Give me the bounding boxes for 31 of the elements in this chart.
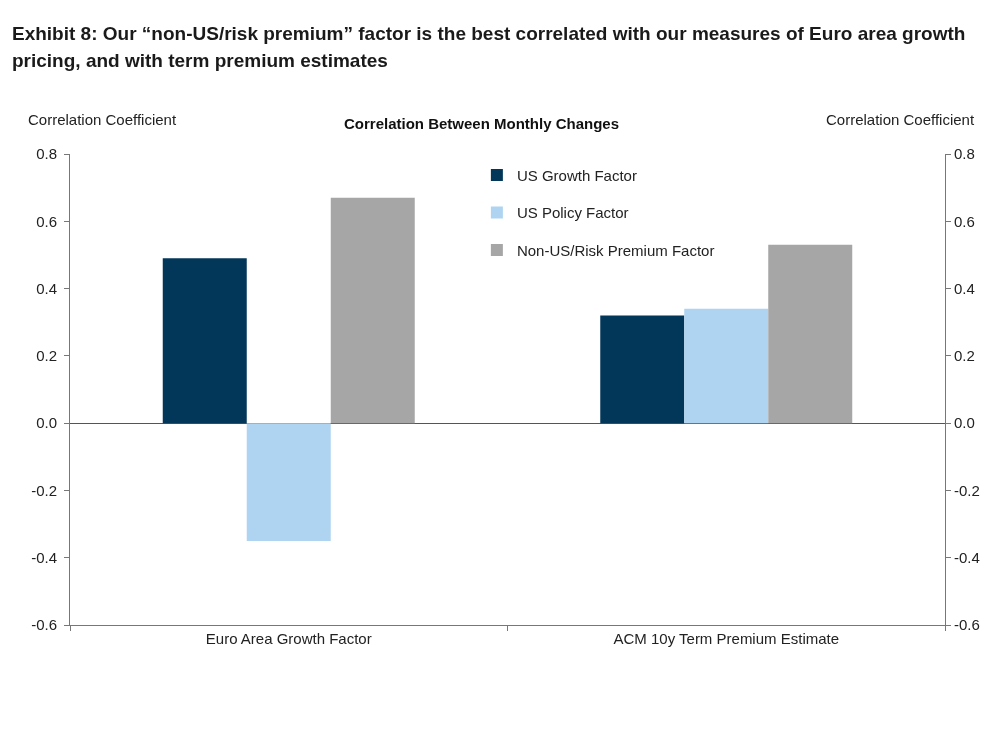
y2-tick-label: 0.8: [954, 145, 975, 163]
y-tick-label: 0.8: [36, 145, 57, 163]
bar: [330, 197, 415, 424]
y2-tick-label: 0.4: [954, 279, 975, 297]
y-axis-title: Correlation Coefficient: [28, 111, 177, 128]
y-tick-label: -0.4: [31, 548, 57, 566]
y2-tick-label: 0.6: [954, 212, 975, 230]
y-tick-label: 0.2: [36, 347, 57, 365]
x-tick-label: ACM 10y Term Premium Estimate: [613, 630, 840, 647]
y2-tick-label: -0.2: [954, 481, 980, 499]
legend-label: US Policy Factor: [516, 204, 629, 222]
y-tick-label: -0.6: [31, 616, 57, 634]
bar: [768, 244, 853, 424]
y2-tick-label: 0.2: [954, 347, 975, 365]
y2-tick-label: -0.6: [954, 616, 980, 634]
y2-tick-label: 0.0: [954, 414, 975, 432]
bar: [600, 315, 685, 424]
bar: [684, 308, 769, 424]
y-tick-label: -0.2: [31, 481, 57, 499]
y2-axis-title: Correlation Coefficient: [826, 111, 975, 128]
y-tick-label: 0.4: [36, 279, 57, 297]
y-tick-label: 0.0: [36, 414, 57, 432]
chart-title: Exhibit 8: Our “non-US/risk premium” factor is the best correlated with our measures of Euro area growth pricing, and with term premium estimates: [12, 22, 967, 73]
legend-label: Non-US/Risk Premium Factor: [516, 241, 715, 259]
x-tick-label: Euro Area Growth Factor: [205, 630, 372, 647]
legend-label: US Growth Factor: [516, 166, 637, 184]
y2-tick-label: -0.4: [954, 548, 980, 566]
bar: [246, 423, 331, 541]
y-tick-label: 0.6: [36, 212, 57, 230]
chart-subtitle: Correlation Between Monthly Changes: [344, 115, 620, 132]
bar: [162, 258, 247, 424]
